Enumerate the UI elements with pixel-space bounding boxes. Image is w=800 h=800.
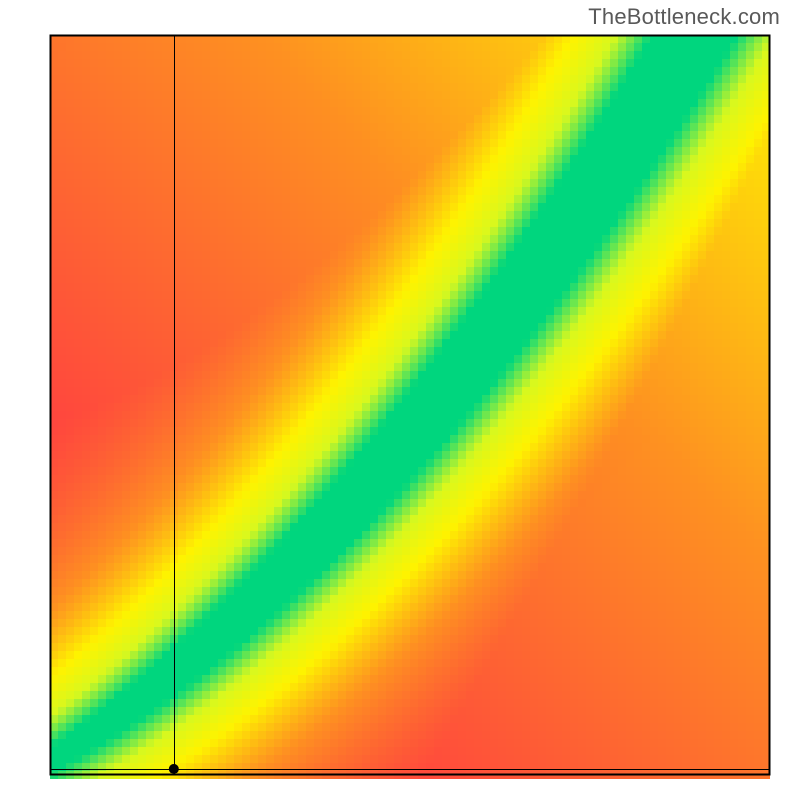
- bottleneck-heatmap: [0, 0, 800, 800]
- watermark-text: TheBottleneck.com: [588, 4, 780, 30]
- heatmap-canvas: [0, 0, 800, 800]
